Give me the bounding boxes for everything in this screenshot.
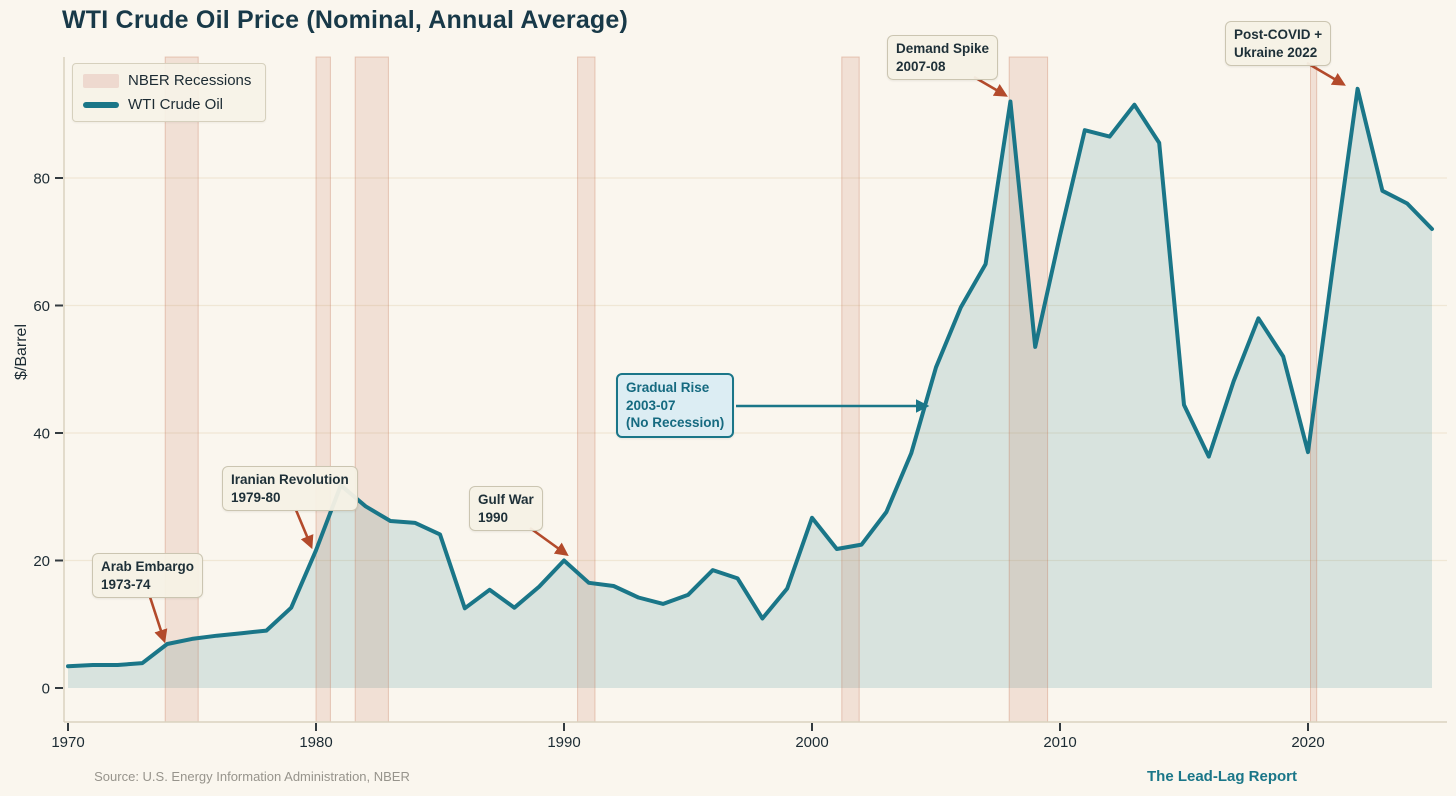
brand-footer: The Lead-Lag Report (1146, 768, 1298, 785)
annotation-arrow-arab-embargo (148, 596, 168, 644)
annotation-arab-embargo: Arab Embargo 1973-74 (92, 553, 204, 599)
annotation-arrow-iranian-revolution (294, 509, 314, 550)
legend-item-recessions: NBER Recessions (83, 72, 255, 89)
legend-item-wti: WTI Crude Oil (83, 96, 255, 113)
source-note: Source: U.S. Energy Information Administ… (94, 769, 410, 784)
x-tick-label-2010: 2010 (1043, 734, 1076, 751)
wti-price-line (66, 86, 1434, 669)
legend: NBER Recessions WTI Crude Oil (72, 63, 266, 122)
recession-band-4 (841, 56, 860, 723)
annotation-iranian-revolution: Iranian Revolution 1979-80 (222, 466, 358, 512)
recession-band-1 (315, 56, 331, 723)
legend-label-wti: WTI Crude Oil (128, 96, 224, 113)
recession-band-2 (354, 56, 389, 723)
y-axis-label: $/Barrel (13, 323, 30, 381)
chart-title: WTI Crude Oil Price (Nominal, Annual Ave… (62, 6, 629, 34)
y-tick-label-60: 60 (33, 298, 50, 315)
wti-area-fill (68, 88, 1432, 689)
x-tick-label-2020: 2020 (1291, 734, 1324, 751)
x-tick-label-2000: 2000 (795, 734, 828, 751)
legend-label-recessions: NBER Recessions (128, 72, 252, 89)
annotation-arrow-post-covid-ukraine (1306, 61, 1346, 86)
y-tick-label-20: 20 (33, 553, 50, 570)
y-tick-label-0: 0 (42, 680, 50, 697)
x-tick-label-1980: 1980 (299, 734, 332, 751)
recession-swatch-icon (83, 73, 119, 88)
line-swatch-icon (83, 101, 119, 108)
x-tick-label-1990: 1990 (547, 734, 580, 751)
recession-band-0 (164, 56, 199, 723)
annotation-post-covid-ukraine: Post-COVID + Ukraine 2022 (1225, 21, 1332, 67)
x-tick-label-1970: 1970 (51, 734, 84, 751)
recession-band-3 (577, 56, 596, 723)
y-tick-label-40: 40 (33, 425, 50, 442)
annotation-arrow-gulf-war (529, 526, 569, 556)
y-tick-label-80: 80 (33, 170, 50, 187)
annotation-demand-spike: Demand Spike 2007-08 (887, 35, 999, 81)
annotation-gradual-rise: Gradual Rise 2003-07 (No Recession) (616, 373, 735, 438)
annotation-gulf-war: Gulf War 1990 (469, 486, 543, 532)
